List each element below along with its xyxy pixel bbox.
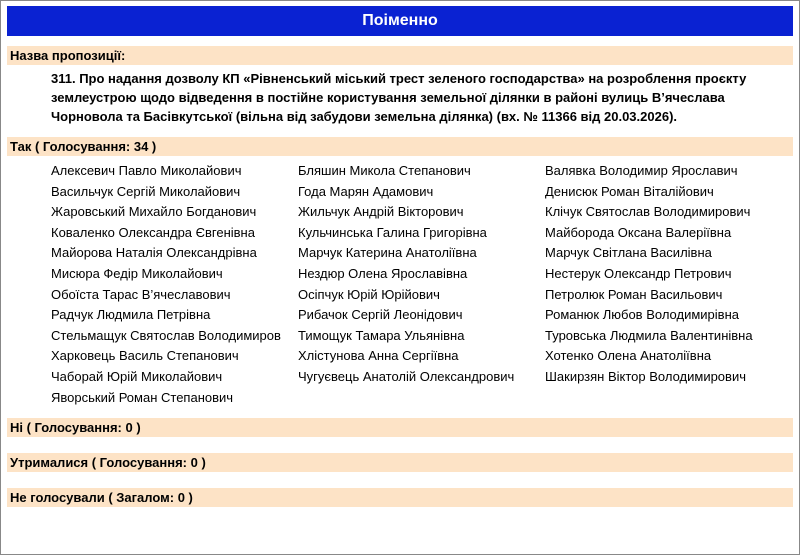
name-row: Майорова Наталія Олександрівна Марчук Кат…: [51, 243, 792, 264]
name-cell: Мисюра Федір Миколайович: [51, 264, 298, 285]
voter-name: Яворський Роман Степанович: [51, 389, 234, 405]
name-cell: Яворський Роман Степанович: [51, 388, 298, 409]
name-cell: Кульчинська Галина Григорівна: [298, 223, 545, 244]
voter-name: Шакирзян Віктор Володимирович: [545, 368, 746, 384]
name-cell: Чугуєвець Анатолій Олександрович: [298, 367, 545, 388]
voter-name: Жаровський Михайло Богданович: [51, 204, 257, 220]
name-cell: Года Марян Адамович: [298, 182, 545, 203]
name-cell: Марчук Світлана Василівна: [545, 243, 792, 264]
section-label: Ні ( Голосування: 0 ): [7, 418, 793, 438]
name-row: Алексевич Павло Миколайович Бляшин Микола…: [51, 161, 792, 182]
name-cell: Хлістунова Анна Сергіївна: [298, 346, 545, 367]
name-cell: Марчук Катерина Анатоліївна: [298, 243, 545, 264]
name-row: Васильчук Сергій Миколайович Года Марян А…: [51, 182, 792, 203]
name-cell: Клічук Святослав Володимирович: [545, 202, 792, 223]
voter-name: Стельмащук Святослав Володимиров: [51, 327, 281, 343]
voter-name: Романюк Любов Володимирівна: [545, 307, 739, 323]
name-cell: Романюк Любов Володимирівна: [545, 305, 792, 326]
name-cell: Бляшин Микола Степанович: [298, 161, 545, 182]
name-row: Яворський Роман Степанович: [51, 388, 792, 409]
voter-name: Марчук Світлана Василівна: [545, 245, 712, 261]
name-cell: Алексевич Павло Миколайович: [51, 161, 298, 182]
name-cell: Туровська Людмила Валентинівна: [545, 326, 792, 347]
name-row: Харковець Василь Степанович Хлістунова Ан…: [51, 346, 792, 367]
name-cell: Денисюк Роман Віталійович: [545, 182, 792, 203]
voter-name: Года Марян Адамович: [298, 183, 434, 199]
voter-name: Туровська Людмила Валентинівна: [545, 327, 753, 343]
name-row: Радчук Людмила Петрівна Рибачок Сергій Ле…: [51, 305, 792, 326]
name-cell: Петролюк Роман Васильович: [545, 285, 792, 306]
name-cell: Чaборай Юрій Миколайович: [51, 367, 298, 388]
name-cell: Жильчук Андрій Вікторович: [298, 202, 545, 223]
name-cell: Майорова Наталія Олександрівна: [51, 243, 298, 264]
section-label: Так ( Голосування: 34 ): [7, 137, 793, 156]
name-row: Мисюра Федір Миколайович Нездюр Олена Яро…: [51, 264, 792, 285]
name-cell: Осіпчук Юрій Юрійович: [298, 285, 545, 306]
name-row: Коваленко Олександра Євгенівна Кульчинськ…: [51, 223, 792, 244]
voter-name: Майорова Наталія Олександрівна: [51, 245, 257, 261]
voter-name: Хлістунова Анна Сергіївна: [298, 348, 459, 364]
name-cell: Нездюр Олена Ярославівна: [298, 264, 545, 285]
section-label: Не голосували ( Загалом: 0 ): [7, 488, 793, 508]
voter-name: Бляшин Микола Степанович: [298, 163, 471, 178]
name-row: Жаровський Михайло Богданович Жильчук Анд…: [51, 202, 792, 223]
voter-name: Радчук Людмила Петрівна: [51, 307, 211, 323]
voter-name: Кульчинська Галина Григорівна: [298, 224, 487, 240]
name-cell: Васильчук Сергій Миколайович: [51, 182, 298, 203]
name-row: Чaборай Юрій Миколайович Чугуєвець Анатол…: [51, 367, 792, 388]
name-cell: Коваленко Олександра Євгенівна: [51, 223, 298, 244]
voter-name: Харковець Василь Степанович: [51, 348, 239, 364]
voter-name: Васильчук Сергій Миколайович: [51, 183, 241, 199]
voter-name: Обоїста Тарас В’ячеславович: [51, 286, 231, 302]
voter-name: Нездюр Олена Ярославівна: [298, 265, 468, 281]
name-cell: Нестерук Олександр Петрович: [545, 264, 792, 285]
voter-name: Денисюк Роман Віталійович: [545, 183, 714, 199]
voter-name: Тимощук Тамара Ульянівна: [298, 327, 465, 343]
voter-name: Нестерук Олександр Петрович: [545, 265, 732, 281]
voter-name: Осіпчук Юрій Юрійович: [298, 286, 440, 302]
voter-name: Алексевич Павло Миколайович: [51, 163, 242, 178]
voter-name: Жильчук Андрій Вікторович: [298, 204, 464, 220]
section-label: Назва пропозиції:: [7, 46, 793, 65]
name-cell: Майборода Оксана Валеріївна: [545, 223, 792, 244]
voter-name: Валявка Володимир Ярославич: [545, 163, 738, 178]
name-cell: Радчук Людмила Петрівна: [51, 305, 298, 326]
name-cell: Харковець Василь Степанович: [51, 346, 298, 367]
name-cell: Шакирзян Віктор Володимирович: [545, 367, 792, 388]
proposal-text: 311. Про надання дозволу КП «Рівненський…: [51, 71, 747, 124]
voter-name: Майборода Оксана Валеріївна: [545, 224, 732, 240]
name-cell: Стельмащук Святослав Володимиров: [51, 326, 298, 347]
voter-name: Петролюк Роман Васильович: [545, 286, 723, 302]
voter-name: Чугуєвець Анатолій Олександрович: [298, 368, 515, 384]
section-label: Утрималися ( Голосування: 0 ): [7, 453, 793, 473]
voter-name: Хотенко Олена Анатоліївна: [545, 348, 712, 364]
name-row: Стельмащук Святослав Володимиров Тимощук …: [51, 326, 792, 347]
voter-name: Клічук Святослав Володимирович: [545, 204, 751, 220]
voter-name: Марчук Катерина Анатоліївна: [298, 245, 477, 261]
voter-name: Рибачок Сергій Леонідович: [298, 307, 463, 323]
voter-name: Коваленко Олександра Євгенівна: [51, 224, 255, 240]
name-cell: Обоїста Тарас В’ячеславович: [51, 285, 298, 306]
page-title: Поіменно: [7, 6, 793, 36]
name-cell: Рибачок Сергій Леонідович: [298, 305, 545, 326]
voter-name: Мисюра Федір Миколайович: [51, 265, 223, 281]
voter-name: Чaборай Юрій Миколайович: [51, 368, 223, 384]
name-list: Алексевич Павло Миколайович Бляшин Микола…: [51, 161, 792, 408]
name-cell: Жаровський Михайло Богданович: [51, 202, 298, 223]
name-cell: Валявка Володимир Ярославич: [545, 161, 792, 182]
name-row: Обоїста Тарас В’ячеславович Осіпчук Юрій …: [51, 285, 792, 306]
name-cell: Хотенко Олена Анатоліївна: [545, 346, 792, 367]
name-cell: Тимощук Тамара Ульянівна: [298, 326, 545, 347]
